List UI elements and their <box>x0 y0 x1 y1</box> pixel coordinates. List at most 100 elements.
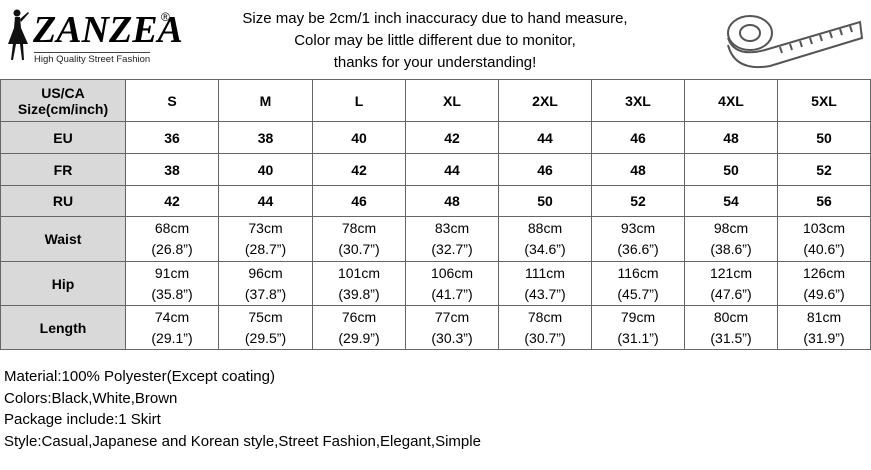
row-label: Length <box>0 305 126 350</box>
measure-cell: 81cm (31.9”) <box>777 305 871 350</box>
size-cell: 54 <box>684 185 778 217</box>
size-table: US/CA Size(cm/inch) S M L XL 2XL 3XL 4XL 5XL EU 36 3… <box>0 79 871 350</box>
measure-line: 75cm <box>248 308 283 325</box>
measure-line: (38.6”) <box>710 241 752 257</box>
measure-cell: 78cm (30.7”) <box>312 216 406 262</box>
measure-line: 106cm <box>430 264 474 281</box>
measure-line: (39.8”) <box>338 285 380 302</box>
row-label: FR <box>0 153 126 186</box>
measure-line: 79cm <box>620 308 656 325</box>
measure-line: (45.7”) <box>617 285 659 302</box>
measure-line: (30.7”) <box>338 241 380 257</box>
detail-line: Colors:Black,White,Brown <box>4 389 178 407</box>
notice-line: thanks for your understanding! <box>333 54 537 71</box>
header-graphics <box>8 9 864 68</box>
measure-line: (40.6”) <box>803 241 845 257</box>
size-header: 3XL <box>591 79 685 122</box>
measure-cell: 76cm (29.9”) <box>312 305 406 350</box>
measure-line: 88cm <box>527 220 563 236</box>
notice-line: Size may be 2cm/1 inch inaccuracy due to… <box>242 10 628 27</box>
measure-line: (36.6”) <box>617 241 659 257</box>
size-cell: 46 <box>591 121 685 154</box>
measure-line: (31.1”) <box>617 329 659 346</box>
measure-cell: 93cm (36.6”) <box>591 216 685 262</box>
measure-line: 103cm <box>802 220 846 236</box>
size-cell: 40 <box>312 121 406 154</box>
size-cell: 50 <box>777 121 871 154</box>
measure-line: (32.7”) <box>431 241 473 257</box>
measure-cell: 101cm (39.8”) <box>312 261 406 306</box>
corner-cell: US/CA Size(cm/inch) <box>0 79 126 122</box>
measure-line: (37.8”) <box>244 285 287 302</box>
size-cell: 36 <box>125 121 219 154</box>
details: Material:100% Polyester(Except coating) C… <box>4 366 481 453</box>
size-cell: 48 <box>405 185 499 217</box>
measure-cell: 78cm (30.7”) <box>498 305 592 350</box>
measure-line: 101cm <box>337 264 381 281</box>
measure-line: (30.7”) <box>524 329 566 346</box>
measure-line: (30.3”) <box>431 329 473 346</box>
measure-cell: 126cm (49.6”) <box>777 261 871 306</box>
logo: ZANZEA <box>33 9 183 51</box>
logo-figure <box>8 9 29 60</box>
size-header: XL <box>405 79 499 122</box>
size-cell: 50 <box>498 185 592 217</box>
size-cell: 46 <box>312 185 406 217</box>
size-header: 2XL <box>498 79 592 122</box>
size-cell: 38 <box>218 121 313 154</box>
measure-line: 121cm <box>709 264 753 281</box>
detail-line: Style:Casual,Japanese and Korean style,S… <box>4 433 481 451</box>
measure-line: (35.8”) <box>151 285 193 302</box>
measure-cell: 98cm (38.6”) <box>684 216 778 262</box>
measure-cell: 68cm (26.8”) <box>125 216 219 262</box>
measure-line: 116cm <box>617 264 659 281</box>
measure-cell: 83cm (32.7”) <box>405 216 499 262</box>
measure-line: 111cm <box>525 264 565 281</box>
size-row: Length 74cm (29.1”) 75cm (29.5”) 76cm (29.9”) 7… <box>0 305 871 350</box>
measure-cell: 116cm (45.7”) <box>591 261 685 306</box>
measure-line: (31.9”) <box>803 329 845 346</box>
corner-line: US/CA <box>41 84 85 101</box>
measure-line: (34.6”) <box>524 241 566 257</box>
size-header: L <box>312 79 406 122</box>
notice: Size may be 2cm/1 inch inaccuracy due to… <box>180 8 690 74</box>
measure-line: 126cm <box>802 264 846 281</box>
measure-line: (29.9”) <box>338 329 380 346</box>
size-header: 5XL <box>777 79 871 122</box>
measure-line: (43.7”) <box>524 285 566 302</box>
notice-line: Color may be little different due to mon… <box>294 32 576 49</box>
size-row: Waist 68cm (26.8”) 73cm (28.7”) 78cm (30.7”) 83… <box>0 216 871 262</box>
size-cell: 48 <box>591 153 685 186</box>
size-row: RU 42 44 46 48 50 52 54 56 <box>0 185 871 217</box>
measure-line: 73cm <box>248 220 283 236</box>
size-cell: 44 <box>218 185 313 217</box>
measure-cell: 80cm (31.5”) <box>684 305 778 350</box>
header: ZANZEA ® High Quality Street Fashion Siz… <box>0 0 871 79</box>
size-cell: 40 <box>218 153 313 186</box>
measure-cell: 103cm (40.6”) <box>777 216 871 262</box>
measure-line: 96cm <box>248 264 283 281</box>
row-label: EU <box>0 121 126 154</box>
size-cell: 48 <box>684 121 778 154</box>
measure-line: (31.5”) <box>710 329 752 346</box>
size-cell: 52 <box>777 153 871 186</box>
measure-line: (28.7”) <box>244 241 287 257</box>
size-row: Hip 91cm (35.8”) 96cm (37.8”) 101cm (39.8”) 106… <box>0 261 871 306</box>
header-row: US/CA Size(cm/inch) S M L XL 2XL 3XL 4XL 5XL <box>0 79 871 122</box>
size-cell: 52 <box>591 185 685 217</box>
measure-line: (47.6”) <box>710 285 752 302</box>
size-header: 4XL <box>684 79 778 122</box>
size-cell: 50 <box>684 153 778 186</box>
measure-line: 80cm <box>713 308 749 325</box>
measure-cell: 111cm (43.7”) <box>498 261 592 306</box>
measure-line: (26.8”) <box>151 241 193 257</box>
logo-mark: ® <box>161 10 170 24</box>
size-cell: 42 <box>312 153 406 186</box>
measure-cell: 74cm (29.1”) <box>125 305 219 350</box>
measure-line: (41.7”) <box>431 285 473 302</box>
measure-line: (49.6”) <box>803 285 845 302</box>
size-row: EU 36 38 40 42 44 46 48 50 <box>0 121 871 154</box>
row-label: Hip <box>0 261 126 306</box>
measure-cell: 96cm (37.8”) <box>218 261 313 306</box>
